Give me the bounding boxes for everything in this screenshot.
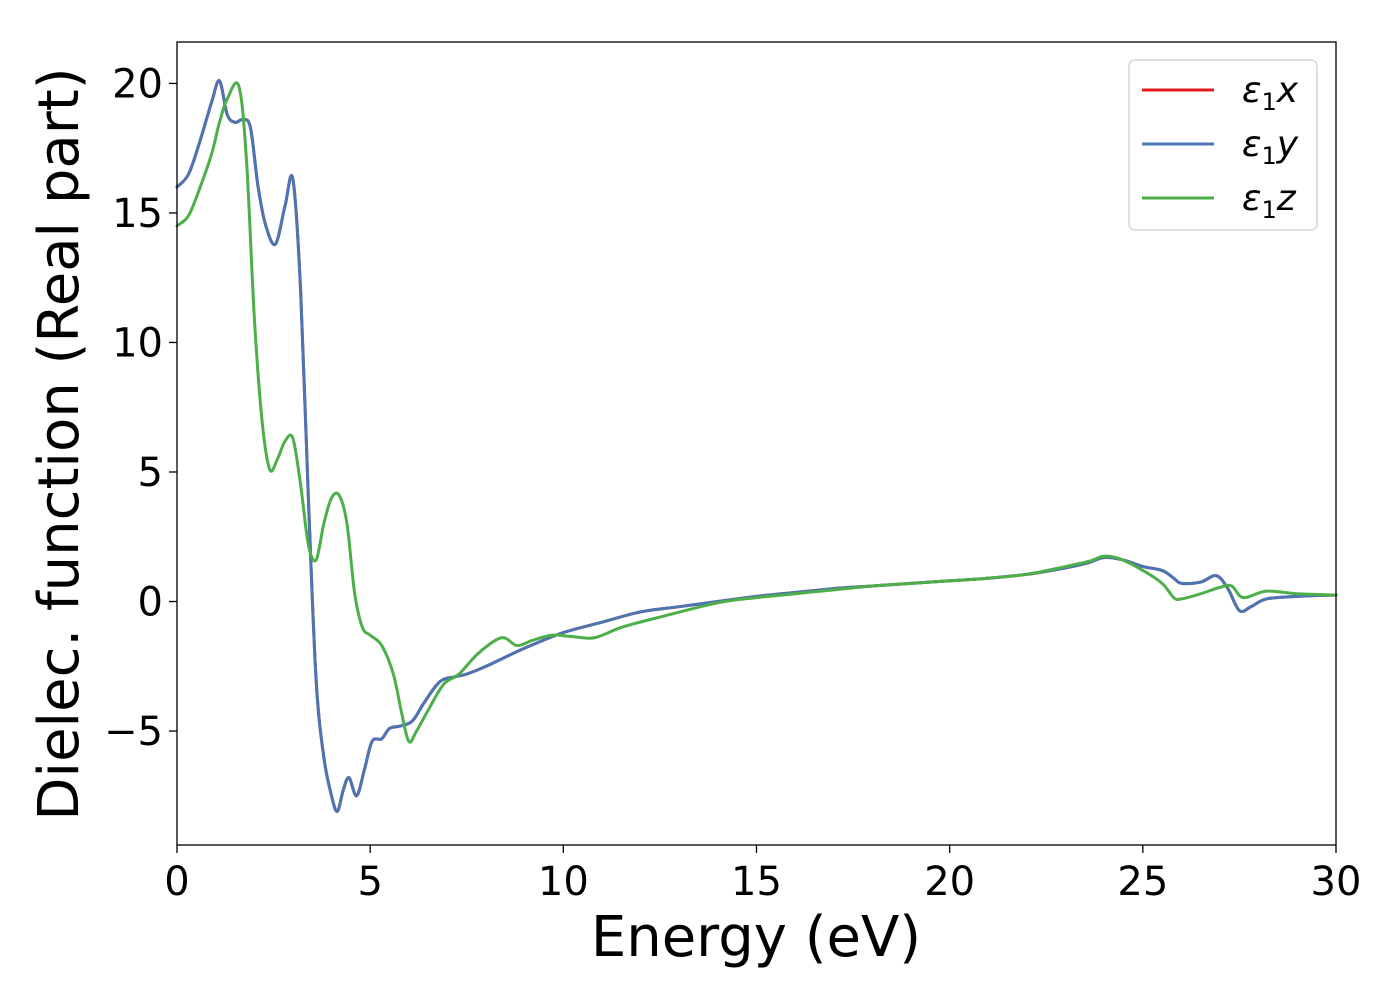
legend-label-z: ε1z	[1242, 178, 1297, 224]
y-tick-label: 5	[138, 450, 163, 496]
y-tick-label: 10	[112, 320, 163, 366]
legend-label-x: ε1x	[1242, 70, 1299, 116]
x-tick-label: 25	[1117, 859, 1168, 905]
legend-label-y: ε1y	[1242, 124, 1299, 170]
y-tick-label: 20	[112, 61, 163, 107]
x-tick-label: 0	[164, 859, 189, 905]
x-tick-label: 30	[1311, 859, 1362, 905]
series-line-z	[175, 81, 1338, 744]
y-tick-label: 0	[138, 580, 163, 626]
x-tick-label: 15	[731, 859, 782, 905]
x-tick-label: 10	[538, 859, 589, 905]
x-tick-label: 20	[924, 859, 975, 905]
x-axis: 0 5 10 15 20 25 30	[164, 845, 1361, 905]
x-tick-label: 5	[357, 859, 382, 905]
series-layer	[175, 79, 1338, 813]
legend: ε1x ε1y ε1z	[1128, 59, 1318, 231]
legend-box	[1128, 59, 1318, 231]
y-tick-label: 15	[112, 191, 163, 237]
x-axis-title: Energy (eV)	[591, 905, 921, 970]
y-axis-title: Dielec. function (Real part)	[27, 67, 92, 820]
y-axis: −5 0 5 10 15 20	[104, 61, 177, 755]
y-tick-label: −5	[104, 709, 163, 755]
